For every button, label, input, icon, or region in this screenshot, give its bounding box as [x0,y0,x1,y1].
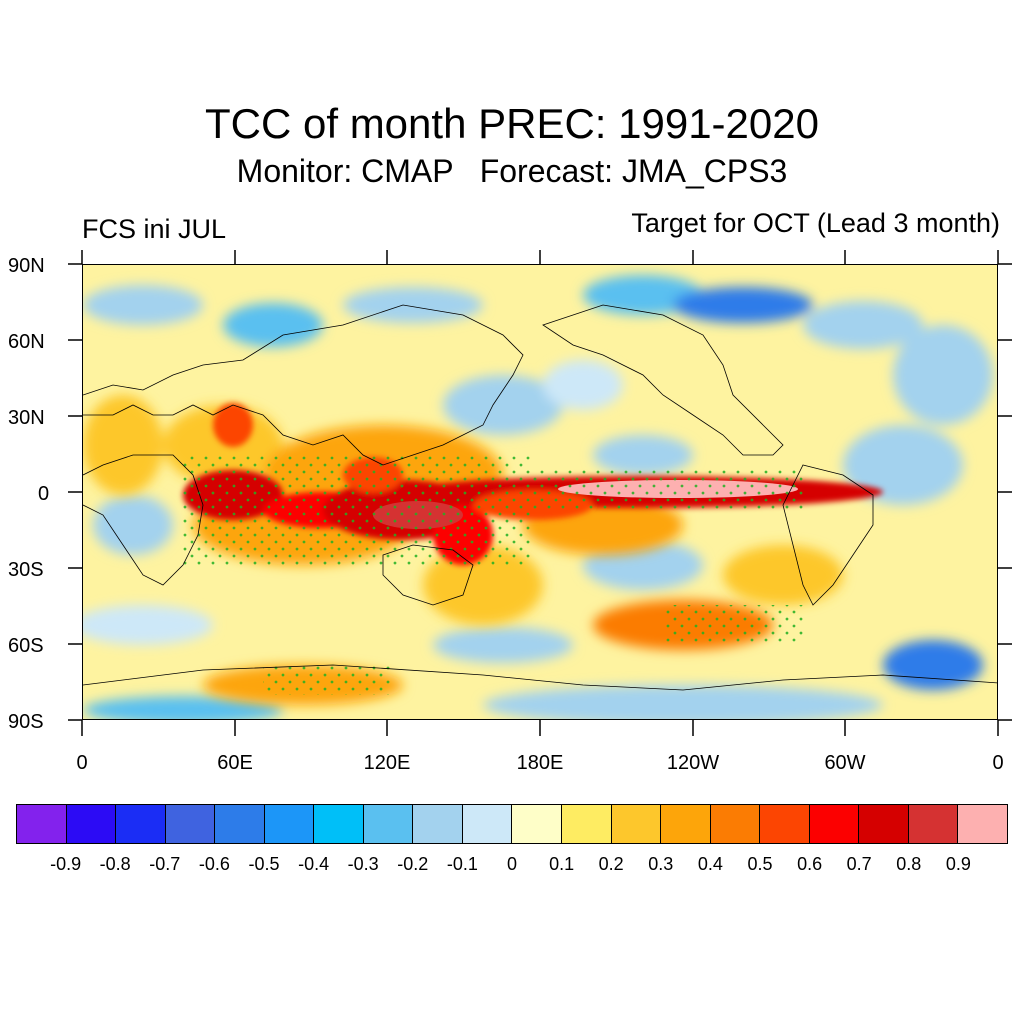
lat-label-60s: 60S [8,635,44,657]
colorbar-cell [165,805,216,843]
colorbar-cell [314,805,364,843]
colorbar-cell [66,805,117,843]
colorbar-cell [462,805,513,843]
colorbar-label: 0.2 [598,854,624,874]
colorbar-cell [413,805,463,843]
colorbar-cell [562,805,612,843]
colorbar [16,804,1008,844]
colorbar-cell [809,805,860,843]
correlation-field [83,265,997,719]
coastlines [83,304,997,691]
lon-label-60w: 60W [824,752,866,774]
colorbar-label: -0.7 [149,854,181,874]
colorbar-label: 0.3 [648,854,674,874]
plot-title: TCC of month PREC: 1991-2020 [205,100,819,147]
colorbar-label: 0.6 [797,854,823,874]
lat-label-eq: 0 [38,483,50,505]
lat-label-60n: 60N [8,331,45,353]
lon-label-0: 0 [76,752,88,774]
colorbar-label: -0.2 [397,854,429,874]
lat-label-90s: 90S [8,711,44,733]
correlation-map [82,264,998,720]
lon-label-120e: 120E [363,752,411,774]
blue-regions [83,275,993,719]
colorbar-label: -0.5 [248,854,280,874]
lat-label-30n: 30N [8,407,45,429]
lon-label-60e: 60E [217,752,253,774]
colorbar-cell [908,805,959,843]
colorbar-cell [17,805,67,843]
lon-label-0-east: 0 [992,752,1004,774]
lat-label-90n: 90N [8,255,45,277]
initialization-label: FCS ini JUL [82,214,227,244]
colorbar-label: -0.8 [99,854,131,874]
colorbar-label: 0 [506,854,517,874]
colorbar-label: 0.1 [549,854,575,874]
colorbar-label: 0.5 [747,854,773,874]
colorbar-label: -0.6 [198,854,230,874]
target-label: Target for OCT (Lead 3 month) [631,208,1000,238]
colorbar-label: 0.8 [896,854,922,874]
significance-stipple [183,455,803,695]
plot-subtitle: Monitor: CMAP Forecast: JMA_CPS3 [236,153,788,189]
colorbar-cell [215,805,265,843]
colorbar-cell [859,805,909,843]
colorbar-cell [710,805,761,843]
colorbar-label: -0.9 [50,854,82,874]
colorbar-cell [611,805,662,843]
colorbar-label: -0.3 [347,854,379,874]
colorbar-cell [512,805,563,843]
colorbar-label: 0.4 [697,854,723,874]
lon-label-180e: 180E [516,752,564,774]
colorbar-label: -0.4 [298,854,330,874]
colorbar-cell [661,805,711,843]
colorbar-label: -0.1 [446,854,478,874]
colorbar-cell [760,805,810,843]
colorbar-label: 0.9 [945,854,971,874]
colorbar-cell [116,805,166,843]
lon-label-120w: 120W [666,752,720,774]
colorbar-cell [363,805,414,843]
colorbar-cell [264,805,315,843]
lat-label-30s: 30S [8,559,44,581]
colorbar-cell [958,805,1007,843]
colorbar-label: 0.7 [846,854,872,874]
